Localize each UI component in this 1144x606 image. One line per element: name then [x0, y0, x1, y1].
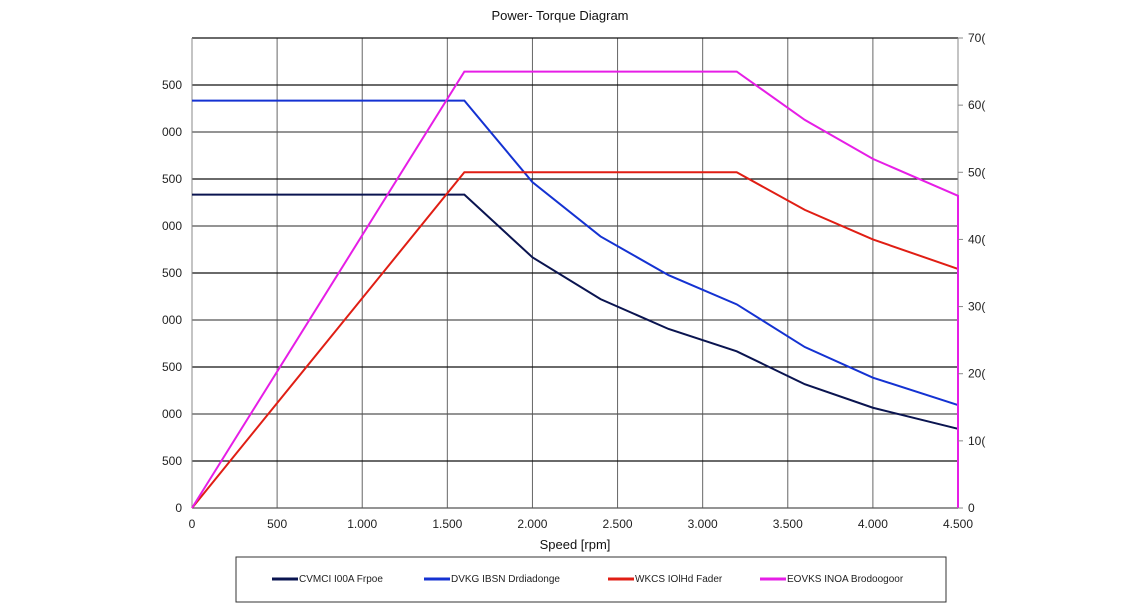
x-axis-ticks: 0 500 1.000 1.500 2.000 2.500 3.000 3.500 4.000 4… [189, 517, 974, 531]
legend-box [235, 556, 947, 603]
series-line-0 [192, 193, 959, 430]
y-tick-label: 500 [162, 454, 182, 468]
legend-label-3: EOVKS INOA Brodoogoor [787, 574, 904, 585]
y-tick-label: 000 [162, 125, 182, 139]
legend-label-1: DVKG IBSN Drdiadonge [451, 574, 560, 585]
y-tick-label: 500 [162, 172, 182, 186]
y-axis-ticks: 0 500 000 500 000 500 000 500 000 500 [162, 78, 182, 515]
y2-tick-label: 0 [968, 501, 975, 515]
x-tick-label: 4.500 [943, 517, 973, 531]
x-tick-label: 2.500 [603, 517, 633, 531]
legend-label-2: WKCS IOlHd Fader [635, 574, 723, 585]
y2-tick-label: 10( [968, 434, 985, 448]
y-tick-label: 500 [162, 360, 182, 374]
y-tick-label: 000 [162, 313, 182, 327]
x-axis-label: Speed [rpm] [540, 537, 611, 552]
x-tick-label: 4.000 [858, 517, 888, 531]
x-tick-label: 3.000 [688, 517, 718, 531]
x-tick-label: 1.000 [347, 517, 377, 531]
x-tick-label: 0 [189, 517, 196, 531]
series-line-2 [191, 171, 959, 509]
y2-axis-ticks: 0 10( 20( 30( 40( 50( 60( 70( [958, 31, 985, 515]
y2-tick-label: 20( [968, 367, 985, 381]
grid [191, 37, 959, 509]
x-tick-label: 1.500 [432, 517, 462, 531]
y-tick-label: 500 [162, 266, 182, 280]
legend: CVMCI I00A Frpoe DVKG IBSN Drdiadonge WKCS… [272, 574, 904, 585]
series-line-1 [192, 99, 959, 406]
chart-title: Power- Torque Diagram [491, 8, 628, 23]
y2-tick-label: 30( [968, 300, 985, 314]
y2-tick-label: 40( [968, 232, 985, 246]
legend-label-0: CVMCI I00A Frpoe [299, 574, 383, 585]
x-tick-label: 2.000 [517, 517, 547, 531]
y2-tick-label: 60( [968, 98, 985, 112]
series-line-3 [191, 70, 959, 509]
y-tick-label: 0 [175, 501, 182, 515]
y2-tick-label: 50( [968, 165, 985, 179]
x-tick-label: 3.500 [773, 517, 803, 531]
y2-tick-label: 70( [968, 31, 985, 45]
y-tick-label: 000 [162, 407, 182, 421]
y-tick-label: 000 [162, 219, 182, 233]
y-tick-label: 500 [162, 78, 182, 92]
series-lines [191, 70, 959, 509]
x-tick-label: 500 [267, 517, 287, 531]
